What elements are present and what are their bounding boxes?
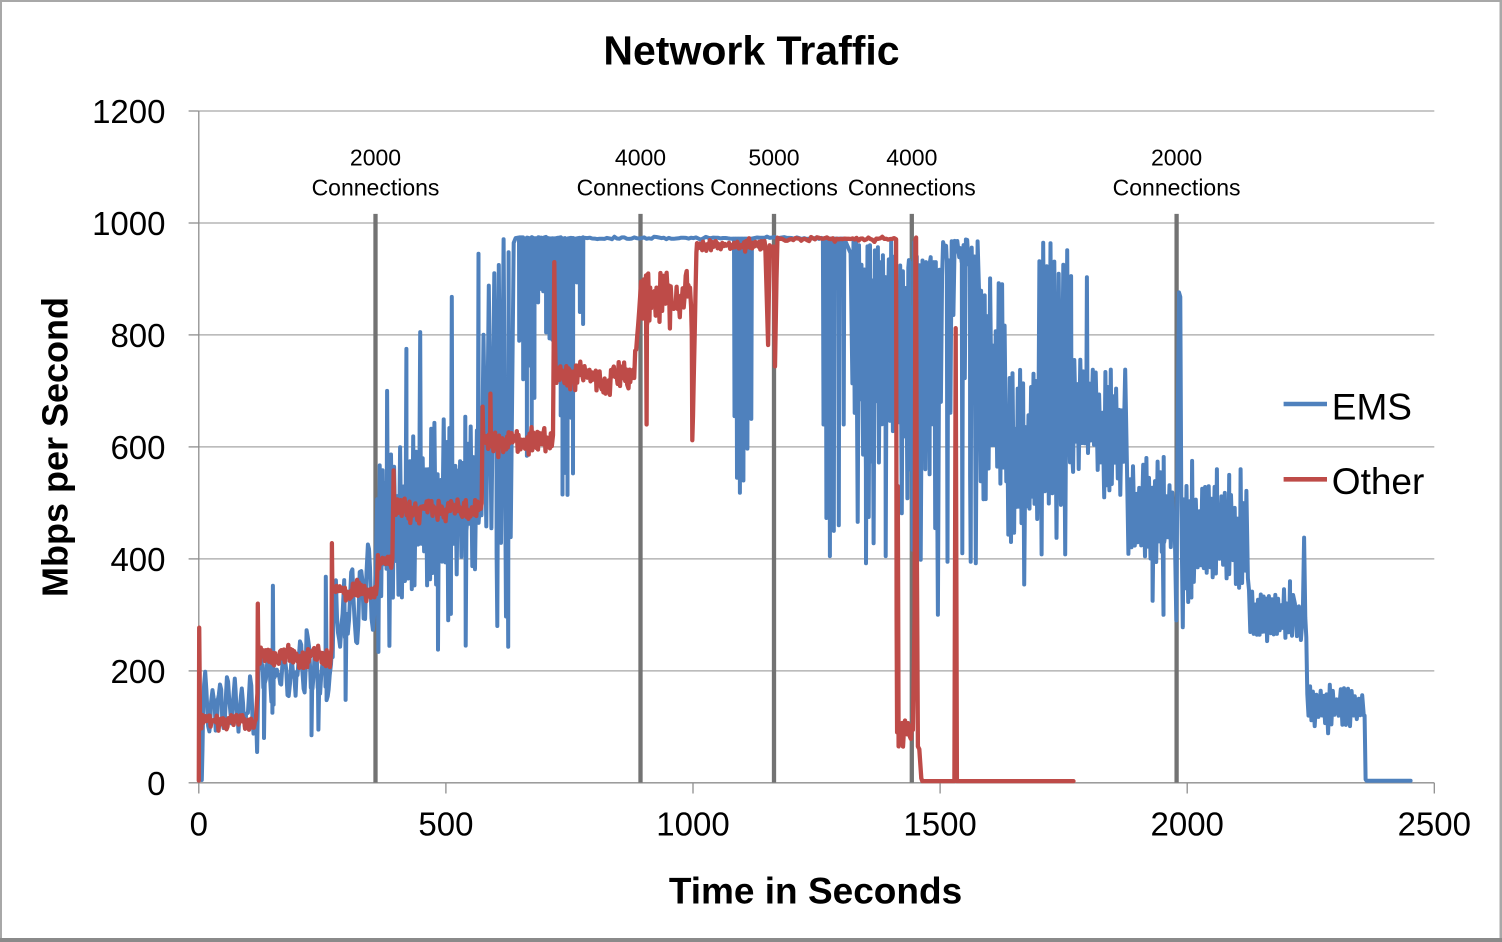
svg-text:1500: 1500 <box>903 806 976 843</box>
svg-text:4000: 4000 <box>615 145 666 171</box>
svg-text:1200: 1200 <box>92 93 165 130</box>
svg-text:Network Traffic: Network Traffic <box>603 28 899 74</box>
svg-text:200: 200 <box>110 653 165 690</box>
svg-text:0: 0 <box>147 765 165 802</box>
svg-text:Connections: Connections <box>577 174 705 200</box>
svg-text:0: 0 <box>190 806 208 843</box>
svg-text:600: 600 <box>110 429 165 466</box>
svg-text:Mbps per Second: Mbps per Second <box>35 297 76 597</box>
svg-text:800: 800 <box>110 317 165 354</box>
svg-text:1000: 1000 <box>656 806 729 843</box>
svg-text:Time in Seconds: Time in Seconds <box>669 871 962 912</box>
svg-text:2000: 2000 <box>1151 145 1202 171</box>
svg-text:Connections: Connections <box>848 174 976 200</box>
svg-text:Connections: Connections <box>1113 174 1241 200</box>
svg-text:1000: 1000 <box>92 205 165 242</box>
svg-text:Other: Other <box>1332 461 1425 502</box>
svg-text:2500: 2500 <box>1398 806 1471 843</box>
svg-text:2000: 2000 <box>1150 806 1223 843</box>
svg-text:EMS: EMS <box>1332 386 1412 427</box>
svg-text:500: 500 <box>418 806 473 843</box>
svg-text:5000: 5000 <box>748 145 799 171</box>
svg-text:Connections: Connections <box>312 174 440 200</box>
svg-text:4000: 4000 <box>886 145 937 171</box>
svg-text:Connections: Connections <box>710 174 838 200</box>
svg-text:400: 400 <box>110 541 165 578</box>
svg-text:2000: 2000 <box>350 145 401 171</box>
